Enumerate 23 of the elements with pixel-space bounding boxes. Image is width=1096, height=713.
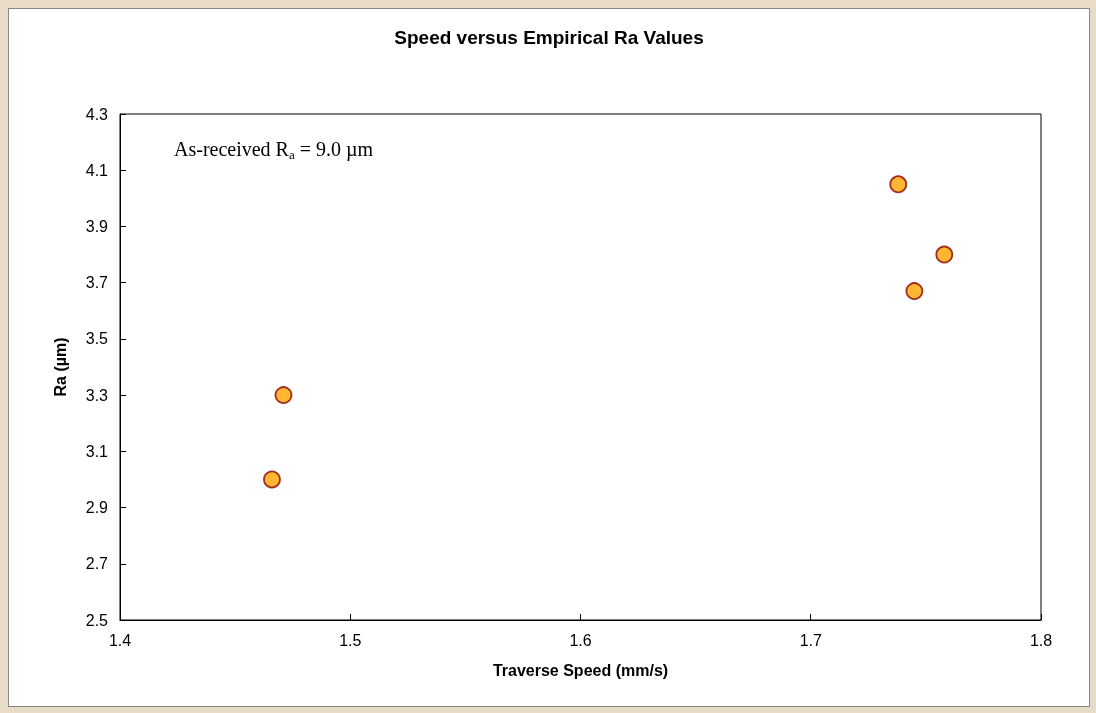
chart-title: Speed versus Empirical Ra Values	[394, 27, 704, 48]
y-tick-label: 3.1	[85, 442, 109, 460]
x-axis-title: Traverse Speed (mm/s)	[492, 661, 669, 679]
y-tick-label: 3.9	[85, 217, 109, 235]
y-tick-label: 3.3	[85, 386, 109, 404]
y-tick-label: 3.7	[85, 274, 109, 292]
y-tick-label: 2.9	[85, 499, 109, 517]
y-tick-label: 2.7	[85, 555, 109, 573]
y-tick-label: 3.5	[85, 330, 109, 348]
point	[889, 175, 908, 194]
x-tick-label: 1.6	[569, 631, 592, 649]
x-tick-label: 1.5	[339, 631, 362, 649]
point	[263, 470, 281, 489]
y-tick-label: 2.5	[85, 611, 109, 629]
point	[905, 282, 924, 300]
x-tick-label: 1.7	[799, 631, 822, 649]
x-tick-label: 1.8	[1029, 631, 1053, 649]
y-tick-label: 4.1	[85, 161, 109, 179]
point	[935, 245, 954, 264]
point	[274, 386, 293, 405]
y-tick-label: 4.3	[85, 105, 109, 123]
y-axis-title: Ra (µm)	[51, 337, 69, 397]
x-tick-label: 1.4	[108, 631, 132, 649]
